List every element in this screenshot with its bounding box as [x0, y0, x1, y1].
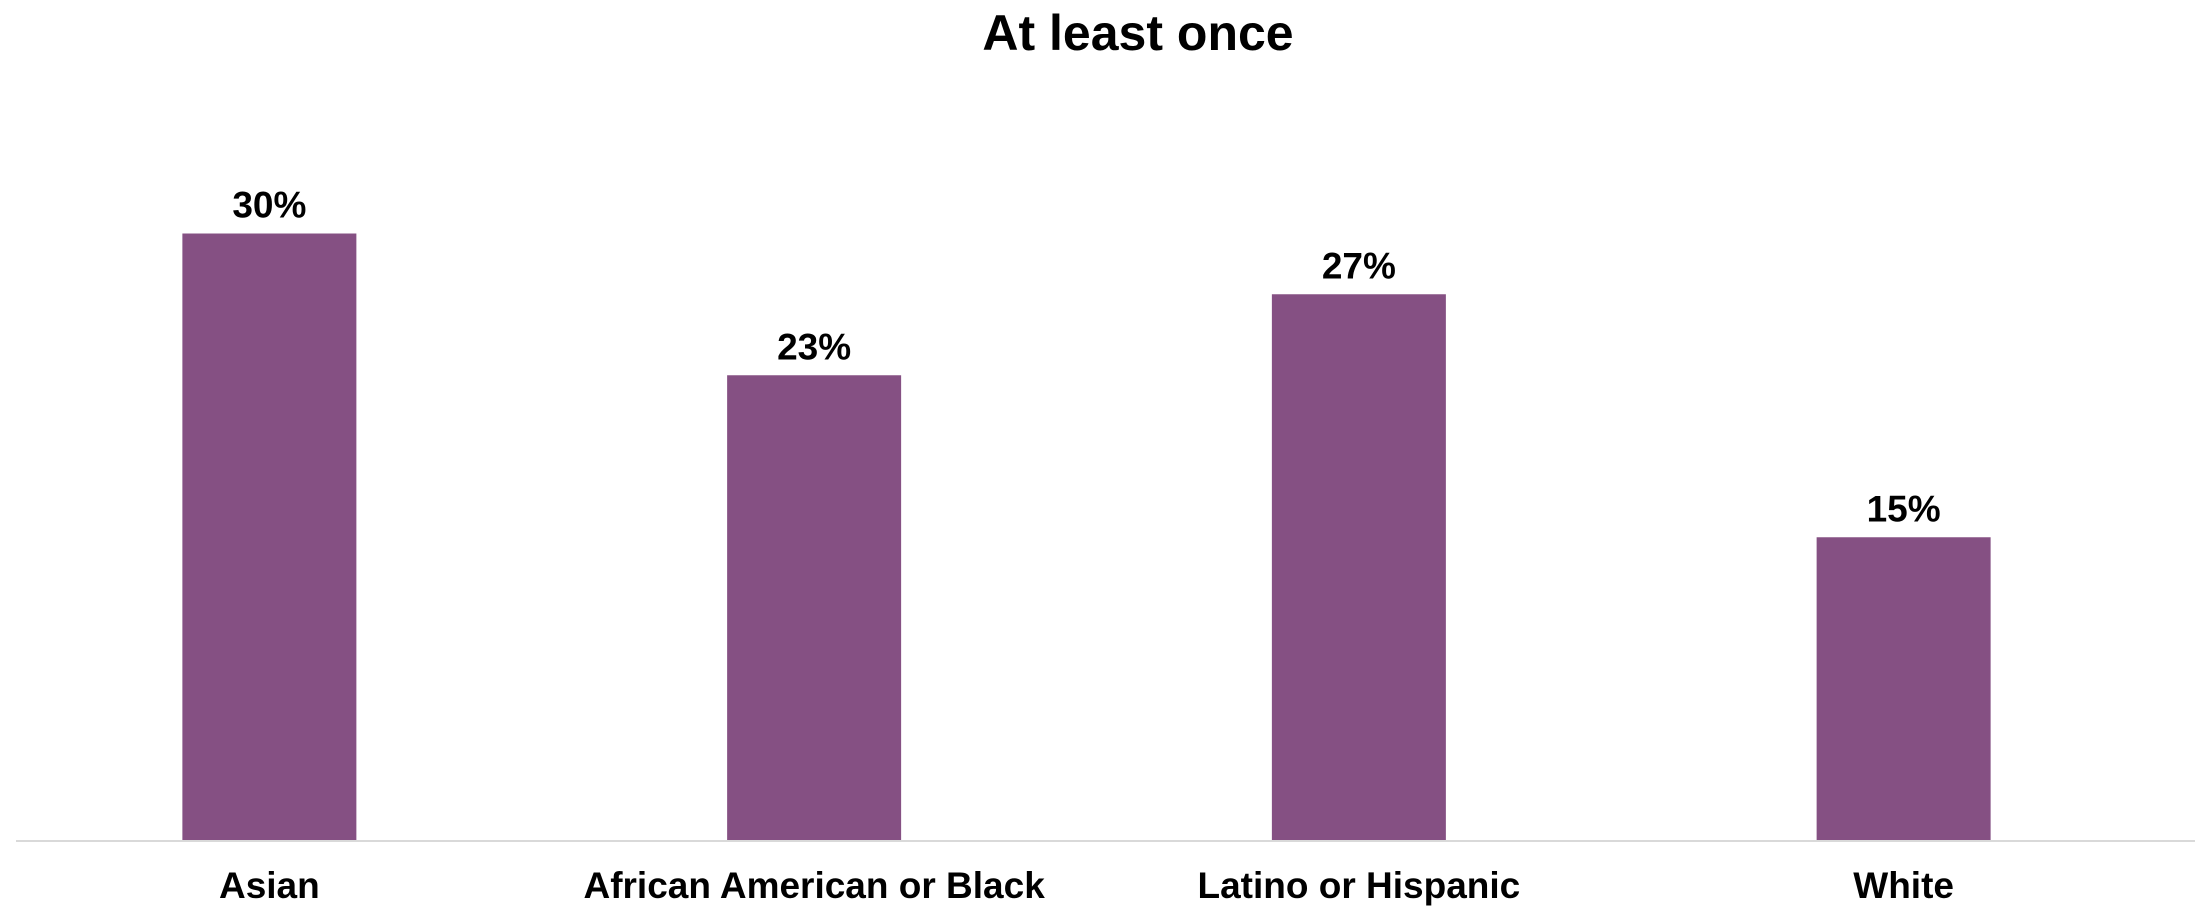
bar-0	[182, 233, 357, 841]
data-label-0: 30%	[232, 185, 306, 226]
category-label-0: Asian	[219, 865, 320, 906]
category-labels-group: Asian African American or Black Latino or …	[219, 865, 1954, 906]
category-label-3: White	[1853, 865, 1954, 906]
data-labels-group: 30% 23% 27% 15%	[232, 185, 1940, 530]
data-label-1: 23%	[777, 326, 851, 367]
bar-3	[1816, 537, 1991, 841]
chart-title: At least once	[982, 5, 1293, 61]
bar-2	[1271, 294, 1446, 841]
bar-1	[727, 375, 902, 841]
category-label-1: African American or Black	[583, 865, 1045, 906]
category-label-2: Latino or Hispanic	[1197, 865, 1520, 906]
bars-group	[182, 233, 1991, 841]
data-label-3: 15%	[1867, 488, 1941, 529]
data-label-2: 27%	[1322, 245, 1396, 286]
